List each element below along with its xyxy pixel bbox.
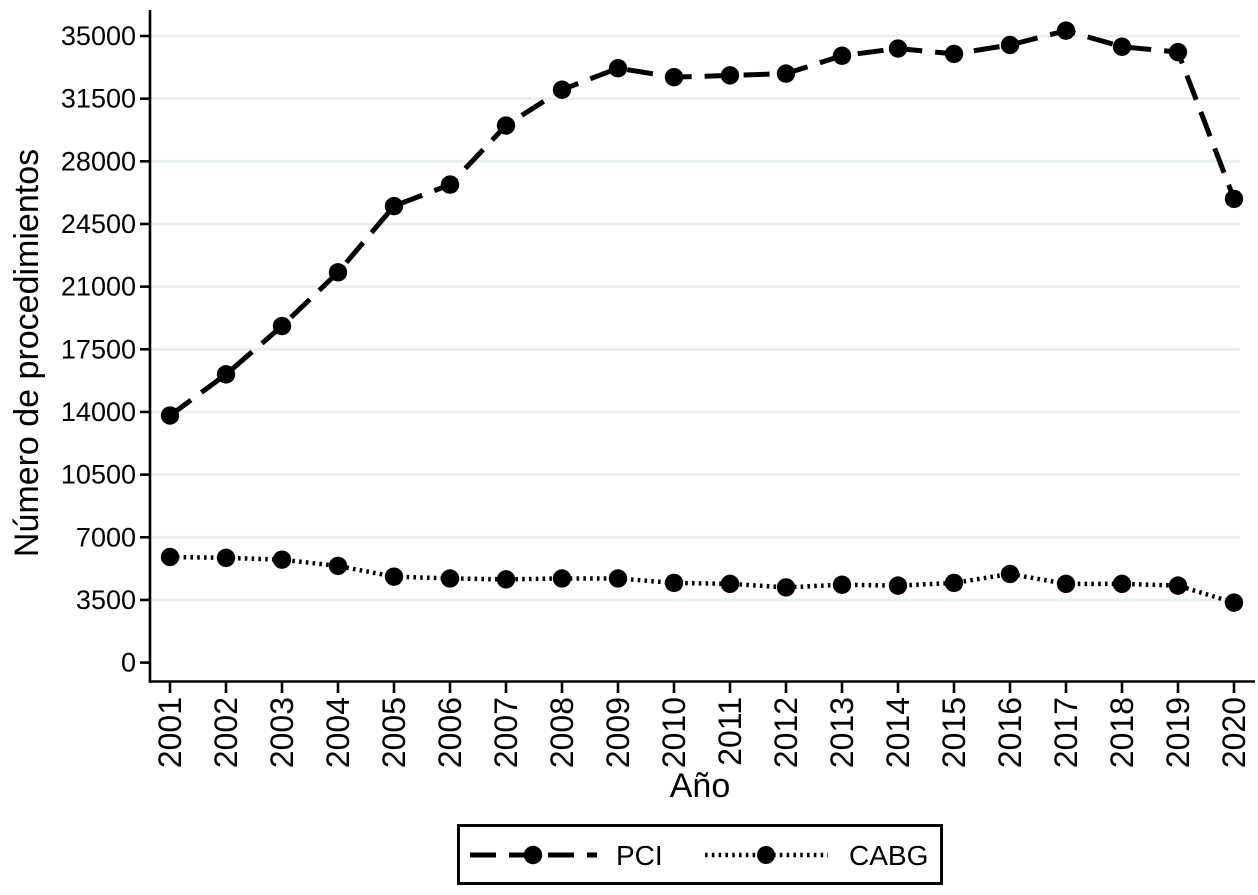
pci-data-point-marker: [272, 316, 292, 336]
y-tick-label: 35000: [61, 21, 136, 51]
cabg-data-point-marker: [1224, 593, 1244, 612]
cabg-series-line: [169, 554, 1235, 605]
pci-data-point-marker: [216, 365, 236, 384]
y-tick-label: 3500: [76, 585, 136, 615]
cabg-data-point-marker: [496, 570, 516, 589]
gridlines-layer: [151, 34, 1240, 602]
legend: PCI CABG: [457, 824, 943, 885]
cabg-legend-label: CABG: [849, 840, 928, 871]
x-tick-label: 2002: [208, 697, 244, 768]
pci-data-point-marker: [832, 46, 852, 65]
x-tick-label: 2011: [712, 697, 748, 766]
pci-data-point-marker: [1224, 189, 1244, 209]
cabg-data-point-marker: [1000, 564, 1020, 584]
y-tick-label: 31500: [61, 84, 136, 114]
x-tick-label: 2009: [600, 697, 636, 768]
pci-data-point-marker: [1168, 42, 1188, 62]
y-tick-label: 28000: [61, 146, 136, 176]
x-tick-label: 2017: [1048, 697, 1084, 768]
pci-data-point-marker: [1000, 35, 1020, 55]
cabg-data-point-marker: [1168, 576, 1188, 595]
legend-item-pci: PCI: [470, 840, 663, 871]
x-tick-label: 2014: [880, 697, 916, 768]
pci-data-point-marker: [888, 39, 908, 58]
cabg-data-point-marker: [328, 556, 348, 576]
x-tick-label: 2013: [824, 697, 860, 768]
cabg-data-point-marker: [776, 578, 796, 597]
pci-data-point-marker: [720, 66, 740, 85]
cabg-data-point-marker: [160, 547, 180, 567]
cabg-data-point-marker: [832, 575, 852, 594]
pci-data-point-marker: [776, 64, 796, 83]
x-tick-label: 2001: [152, 697, 188, 768]
cabg-data-point-marker: [944, 573, 964, 593]
y-tick-label: 7000: [76, 522, 136, 552]
x-tick-label: 2015: [936, 697, 972, 768]
pci-data-point-marker: [552, 80, 572, 99]
x-tick-label: 2004: [320, 697, 356, 768]
x-tick-label: 2020: [1216, 697, 1252, 768]
x-tick-label: 2005: [376, 697, 412, 768]
y-tick-label: 17500: [61, 334, 136, 364]
x-tick-label: 2012: [768, 697, 804, 768]
series-layer: [160, 21, 1244, 612]
pci-data-point-marker: [1056, 21, 1076, 40]
y-axis-title: Número de procedimientos: [8, 149, 46, 557]
x-tick-label: 2006: [432, 697, 468, 768]
cabg-data-point-marker: [272, 550, 292, 569]
y-tick-label: 21000: [61, 272, 136, 302]
pci-data-point-marker: [328, 263, 348, 282]
x-tick-label: 2008: [544, 697, 580, 768]
cabg-data-point-marker: [664, 573, 684, 593]
y-tick-label: 14000: [61, 397, 136, 427]
legend-item-cabg: CABG: [705, 840, 928, 871]
pci-series-line: [168, 28, 1237, 418]
cabg-data-point-marker: [1112, 574, 1132, 594]
y-tick-label: 10500: [61, 460, 136, 490]
pci-data-point-marker: [440, 175, 460, 194]
pci-data-point-marker: [1112, 37, 1132, 56]
cabg-data-point-marker: [720, 574, 740, 594]
x-tick-label: 2007: [488, 697, 524, 768]
pci-data-point-marker: [608, 59, 628, 78]
y-tick-label: 0: [121, 648, 136, 678]
pci-data-point-marker: [384, 196, 404, 216]
pci-legend-label: PCI: [616, 840, 663, 871]
cabg-data-point-marker: [552, 569, 572, 588]
cabg-data-point-marker: [888, 576, 908, 595]
cabg-data-point-marker: [216, 548, 236, 568]
cabg-data-point-marker: [440, 569, 460, 588]
y-tick-label: 24500: [61, 209, 136, 239]
pci-legend-marker: [523, 845, 543, 865]
cabg-data-point-marker: [1056, 574, 1076, 594]
x-axis-title: Año: [670, 767, 731, 805]
x-tick-label: 2003: [264, 697, 300, 768]
x-tick-label: 2010: [656, 697, 692, 768]
pci-data-point-marker: [944, 44, 964, 64]
x-tick-label: 2016: [992, 697, 1028, 768]
cabg-data-point-marker: [608, 569, 628, 588]
cabg-data-point-marker: [384, 567, 404, 586]
pci-data-point-marker: [160, 406, 180, 425]
pci-data-point-marker: [496, 116, 516, 135]
axes-layer: 0 3500 7000 10500 14000 17500 21000 24500 28000 3…: [61, 10, 1255, 768]
x-tick-label: 2018: [1104, 697, 1140, 768]
cabg-legend-marker: [757, 846, 775, 864]
x-tick-label: 2019: [1160, 697, 1196, 768]
pci-data-point-marker: [664, 67, 684, 87]
